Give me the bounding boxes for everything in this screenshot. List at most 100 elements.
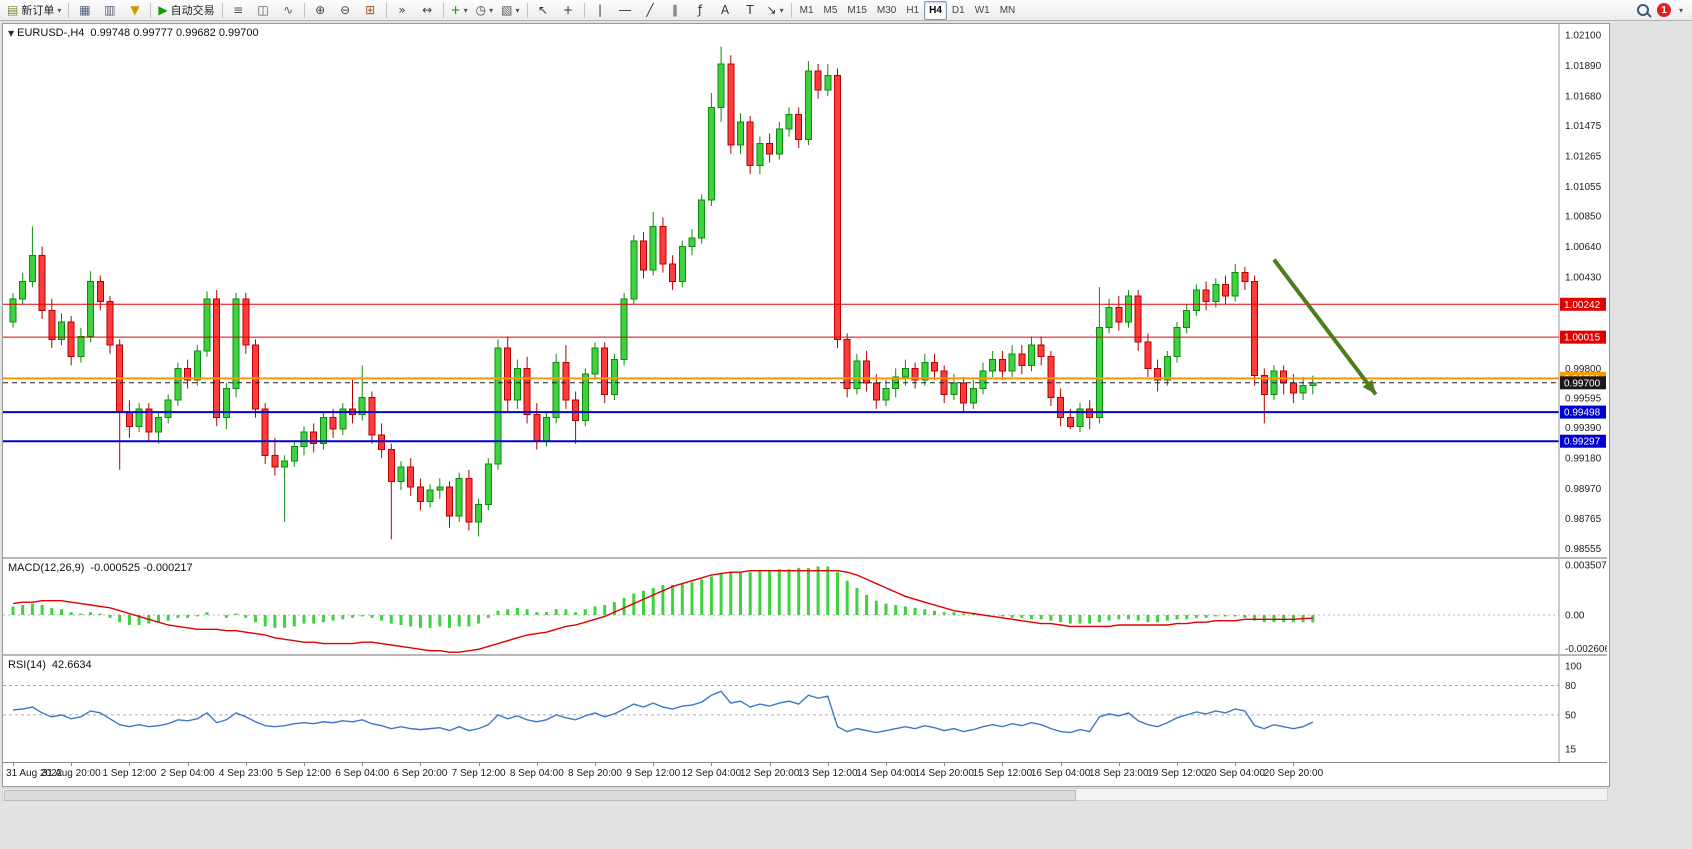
equidistant-channel-button[interactable]: ∥ [663,0,688,20]
candle [232,298,240,390]
candle [989,359,997,372]
zoom-out-button[interactable]: ⊖ [333,0,358,20]
scrollbar-thumb[interactable] [4,790,1076,801]
zoom-in-button[interactable]: ⊕ [308,0,333,20]
timeframe-d1[interactable]: D1 [951,4,965,16]
candle [135,408,143,427]
arrows-button[interactable]: ↘ ▾ [763,0,788,20]
vertical-line-button[interactable]: | [588,0,613,20]
candle [863,360,871,384]
periods-button[interactable]: ◷ ▾ [472,0,498,20]
toolbar-overflow-button[interactable]: ▾ [1678,5,1683,15]
candle [96,280,104,303]
indicators-button[interactable]: + ▾ [447,0,472,20]
vertical-line-icon: | [598,3,603,17]
candle [319,417,327,445]
candle [174,367,182,401]
time-axis-tick [245,763,247,766]
timeframe-m1[interactable]: M1 [799,4,814,16]
chart-ohlc-values: 0.99748 0.99777 0.99682 0.99700 [90,27,259,39]
time-axis-tick [420,763,422,766]
auto-scroll-button[interactable]: » [390,0,415,20]
candle [727,63,735,146]
timeframe-w1[interactable]: W1 [974,4,990,16]
candle [998,359,1006,372]
trend-arrow[interactable] [1272,258,1378,396]
toolbar-group-orders: ▤ 新订单 ▾ [3,0,65,20]
trendline-icon: ╱ [646,3,654,17]
candle [1086,408,1094,419]
candle [252,344,259,410]
data-window-button[interactable]: ▥ [97,0,122,20]
horizontal-scrollbar[interactable] [2,788,1608,801]
time-axis-label: 6 Sep 04:00 [335,768,390,779]
candle [678,246,686,282]
tile-windows-button[interactable]: ⊞ [358,0,383,20]
timeframe-h1[interactable]: H1 [906,4,920,16]
zoom-in-icon: ⊕ [315,3,326,17]
toolbar-group-zoom: ⊕ ⊖ ⊞ [308,0,383,20]
toolbar-right: 1 ▾ [1636,3,1689,17]
candlestick-button[interactable]: ◫ [251,0,276,20]
chevron-down-icon: ▾ [779,5,784,15]
chart-symbol-period: EURUSD-,H4 [17,27,85,39]
panel-splitter[interactable] [3,557,1607,559]
macd-axis-label: 0.0035071 [1565,560,1607,571]
candle [640,240,647,271]
price-badge-label: 0.99498 [1564,408,1601,419]
candle [475,504,483,523]
text-button[interactable]: A [713,0,738,20]
time-axis-label: 4 Sep 23:00 [218,768,273,779]
candle [504,347,512,401]
auto-scroll-icon: » [398,3,406,17]
macd-title: MACD(12,26,9) -0.000525 -0.000217 [8,562,193,574]
panel-splitter[interactable] [3,654,1607,656]
timeframe-mn[interactable]: MN [999,4,1016,16]
trend-arrow-head [1362,379,1376,395]
price-axis-label: 0.98765 [1565,514,1602,525]
autotrading-button[interactable]: ▶ 自动交易 [154,0,218,20]
horizontal-line-button[interactable]: ― [613,0,638,20]
timeframe-m5[interactable]: M5 [823,4,838,16]
candle [1008,353,1016,372]
text-label-button[interactable]: T [738,0,763,20]
time-axis-tick [1235,763,1237,766]
new-order-button[interactable]: ▤ 新订单 ▾ [3,0,65,20]
chart-menu-icon[interactable]: ▼ [8,29,15,38]
chart-shift-button[interactable]: ↔ [415,0,440,20]
charts-button[interactable]: ▦ [72,0,97,20]
candle [310,431,318,445]
fibonacci-icon: ƒ [697,3,703,17]
price-axis-label: 0.99390 [1565,423,1602,434]
timeframe-m15[interactable]: M15 [847,4,867,16]
candle [58,321,65,340]
price-axis-label: 1.01265 [1565,152,1602,163]
line-chart-button[interactable]: ∿ [276,0,301,20]
fibonacci-button[interactable]: ƒ [688,0,713,20]
candle [1144,341,1152,369]
price-panel: 1.02100 1.01890 1.01680 1.01475 1.01265 1.010… [3,24,1607,557]
candle [193,350,201,381]
search-icon[interactable] [1636,4,1649,16]
candle [261,408,269,456]
crosshair-button[interactable]: + [556,0,581,20]
time-axis-label: 5 Sep 12:00 [277,768,331,779]
chevron-down-icon: ▾ [489,5,494,15]
candle [513,367,521,401]
cursor-button[interactable]: ↖ [531,0,556,20]
candle [358,396,366,416]
timeframe-m30[interactable]: M30 [876,4,897,16]
templates-button[interactable]: ▧ ▾ [497,0,523,20]
trendline-button[interactable]: ╱ [638,0,663,20]
bar-chart-button[interactable]: ≡ [226,0,251,20]
price-badge [1560,405,1606,419]
candle [1047,356,1055,398]
history-center-button[interactable]: ▼ [122,0,147,20]
timeframe-h4[interactable]: H4 [924,0,947,20]
time-axis-label: 15 Sep 12:00 [972,768,1033,779]
toolbar-separator [526,2,528,18]
time-axis-tick [711,763,713,766]
history-icon: ▼ [130,3,140,17]
notification-badge[interactable]: 1 [1656,3,1671,17]
candle [707,106,715,201]
